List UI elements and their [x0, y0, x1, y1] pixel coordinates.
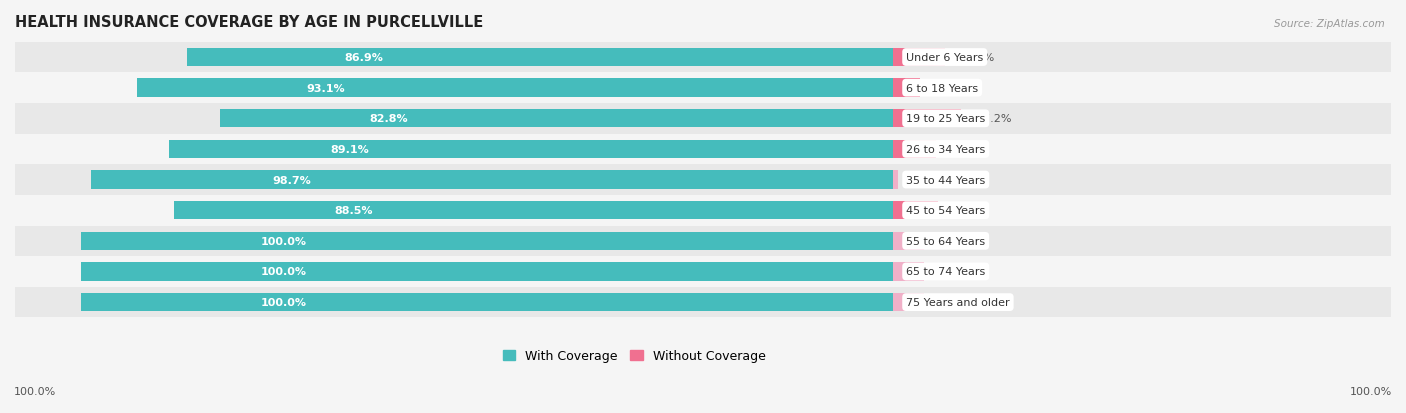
- Text: 86.9%: 86.9%: [344, 53, 382, 63]
- Bar: [893, 263, 925, 281]
- Bar: [91, 171, 893, 189]
- Text: 45 to 54 Years: 45 to 54 Years: [905, 206, 986, 216]
- Text: 89.1%: 89.1%: [330, 145, 370, 154]
- Text: 6.9%: 6.9%: [936, 83, 965, 93]
- Text: 82.8%: 82.8%: [370, 114, 408, 124]
- Bar: [893, 293, 925, 311]
- Text: 0.0%: 0.0%: [941, 297, 969, 307]
- Text: 93.1%: 93.1%: [307, 83, 344, 93]
- Text: 11.5%: 11.5%: [953, 206, 990, 216]
- Bar: [893, 110, 960, 128]
- Bar: [15, 195, 1406, 226]
- Text: Under 6 Years: Under 6 Years: [905, 53, 983, 63]
- Text: 100.0%: 100.0%: [14, 387, 56, 396]
- Text: 0.0%: 0.0%: [941, 267, 969, 277]
- Bar: [15, 134, 1406, 165]
- Bar: [15, 43, 1406, 73]
- Bar: [893, 232, 925, 250]
- Legend: With Coverage, Without Coverage: With Coverage, Without Coverage: [498, 344, 770, 367]
- Bar: [893, 79, 920, 97]
- Bar: [893, 140, 936, 159]
- Bar: [136, 79, 893, 97]
- Bar: [80, 232, 893, 250]
- Text: 65 to 74 Years: 65 to 74 Years: [905, 267, 986, 277]
- Bar: [80, 263, 893, 281]
- Text: 19 to 25 Years: 19 to 25 Years: [905, 114, 986, 124]
- Text: 100.0%: 100.0%: [260, 267, 307, 277]
- Text: 100.0%: 100.0%: [260, 297, 307, 307]
- Bar: [174, 202, 893, 220]
- Text: 98.7%: 98.7%: [273, 175, 311, 185]
- Bar: [15, 73, 1406, 104]
- Text: Source: ZipAtlas.com: Source: ZipAtlas.com: [1274, 19, 1385, 28]
- Text: 100.0%: 100.0%: [260, 236, 307, 246]
- Bar: [893, 49, 945, 67]
- Text: 1.3%: 1.3%: [914, 175, 942, 185]
- Text: 100.0%: 100.0%: [1350, 387, 1392, 396]
- Bar: [15, 226, 1406, 256]
- Bar: [221, 110, 893, 128]
- Text: 35 to 44 Years: 35 to 44 Years: [905, 175, 986, 185]
- Bar: [80, 293, 893, 311]
- Bar: [15, 256, 1406, 287]
- Text: 88.5%: 88.5%: [335, 206, 373, 216]
- Text: 10.9%: 10.9%: [952, 145, 987, 154]
- Text: 13.1%: 13.1%: [960, 53, 995, 63]
- Bar: [893, 202, 938, 220]
- Text: 0.0%: 0.0%: [941, 236, 969, 246]
- Text: 6 to 18 Years: 6 to 18 Years: [905, 83, 979, 93]
- Bar: [893, 171, 898, 189]
- Bar: [15, 104, 1406, 134]
- Text: 55 to 64 Years: 55 to 64 Years: [905, 236, 986, 246]
- Bar: [169, 140, 893, 159]
- Text: 26 to 34 Years: 26 to 34 Years: [905, 145, 986, 154]
- Bar: [15, 287, 1406, 318]
- Text: HEALTH INSURANCE COVERAGE BY AGE IN PURCELLVILLE: HEALTH INSURANCE COVERAGE BY AGE IN PURC…: [15, 15, 484, 30]
- Bar: [187, 49, 893, 67]
- Text: 17.2%: 17.2%: [976, 114, 1012, 124]
- Text: 75 Years and older: 75 Years and older: [905, 297, 1010, 307]
- Bar: [15, 165, 1406, 195]
